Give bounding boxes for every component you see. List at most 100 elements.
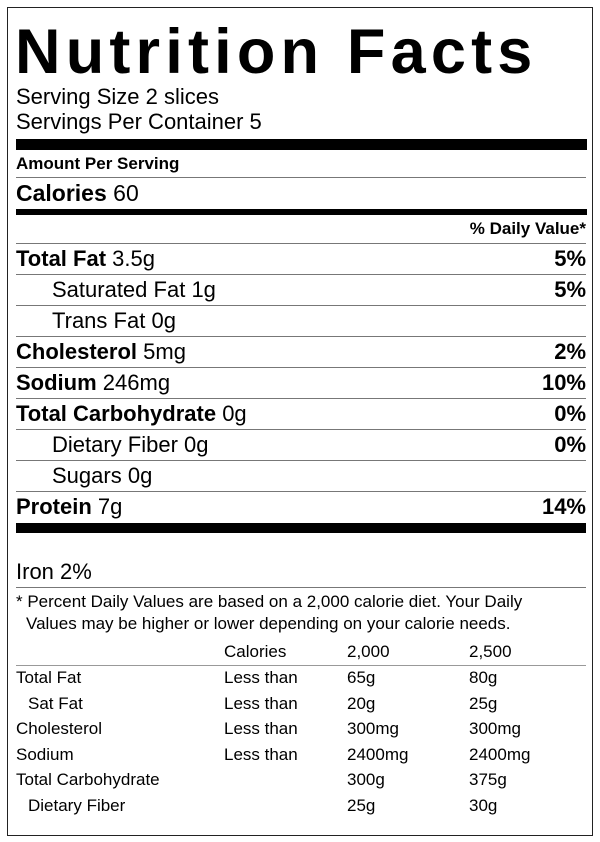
table-cell: 2,000	[347, 642, 390, 662]
daily-values-table: Calories 2,000 2,500 Total Fat Less than 65g 8…	[16, 640, 586, 819]
footnote: * Percent Daily Values are based on a 2,…	[16, 588, 586, 635]
nutrient-row: Total Carbohydrate 0g 0%	[16, 399, 586, 429]
calories-label: Calories	[16, 180, 107, 206]
table-cell: Sat Fat	[28, 693, 83, 713]
nutrient-daily-value: 0%	[554, 401, 586, 426]
nutrient-name: Cholesterol 5mg	[16, 339, 186, 365]
table-cell: 300g	[347, 770, 385, 790]
nutrient-daily-value: 2%	[554, 339, 586, 364]
nutrient-row: Sugars 0g	[16, 461, 586, 491]
divider	[16, 177, 586, 178]
nutrient-list: Total Fat 3.5g 5% Saturated Fat 1g 5% Trans …	[16, 243, 586, 522]
nutrient-label: Saturated Fat	[52, 277, 186, 302]
nutrient-label: Cholesterol	[16, 339, 138, 364]
servings-per-container: Servings Per Container 5	[16, 109, 262, 134]
table-cell: 375g	[469, 770, 507, 790]
table-cell: 20g	[347, 693, 376, 713]
nutrient-label: Total Carbohydrate	[16, 401, 217, 426]
amount-per-serving: Amount Per Serving	[16, 153, 180, 173]
table-row: Sat Fat Less than 20g 25g	[16, 691, 586, 717]
table-cell: 80g	[469, 668, 498, 688]
nutrient-amount: 7g	[97, 494, 123, 519]
table-cell: Sodium	[16, 744, 74, 764]
table-cell: 25g	[469, 693, 498, 713]
nutrient-row: Saturated Fat 1g 5%	[16, 275, 586, 305]
table-cell: Calories	[224, 642, 287, 662]
nutrient-amount: 1g	[191, 277, 216, 302]
table-cell: Less than	[224, 719, 298, 739]
nutrient-amount: 0g	[222, 401, 247, 426]
divider	[16, 429, 586, 430]
nutrient-name: Sugars 0g	[52, 463, 152, 489]
divider	[16, 367, 586, 368]
table-cell: 25g	[347, 795, 376, 815]
table-cell: Cholesterol	[16, 719, 102, 739]
divider-thick	[16, 139, 587, 150]
footnote-line-1: * Percent Daily Values are based on a 2,…	[16, 592, 523, 611]
nutrient-name: Total Carbohydrate 0g	[16, 401, 247, 427]
divider	[16, 274, 586, 275]
nutrient-daily-value: 5%	[554, 246, 586, 271]
nutrient-amount: 3.5g	[112, 246, 155, 271]
nutrient-label: Trans Fat	[52, 308, 146, 333]
table-row: Cholesterol Less than 300mg 300mg	[16, 717, 586, 743]
nutrient-row: Dietary Fiber 0g 0%	[16, 430, 586, 460]
nutrient-amount: 0g	[184, 432, 209, 457]
serving-size: Serving Size 2 slices	[16, 84, 219, 109]
footnote-line-2: Values may be higher or lower depending …	[26, 614, 511, 633]
title: Nutrition Facts	[15, 17, 538, 87]
nutrient-daily-value: 14%	[541, 494, 586, 519]
divider	[16, 305, 586, 306]
divider	[16, 336, 586, 337]
table-cell: 2400mg	[469, 744, 531, 764]
nutrient-daily-value: 5%	[554, 277, 586, 302]
nutrient-daily-value: 10%	[541, 370, 586, 395]
table-row: Dietary Fiber 25g 30g	[16, 793, 586, 819]
nutrient-amount: 5mg	[143, 339, 186, 364]
nutrient-row: Trans Fat 0g	[16, 306, 586, 336]
calories-value: 60	[113, 180, 139, 206]
nutrient-row: Sodium 246mg 10%	[16, 368, 586, 398]
divider	[16, 398, 586, 399]
nutrient-label: Sugars	[52, 463, 122, 488]
nutrition-facts-label: Nutrition Facts Serving Size 2 slices Se…	[7, 7, 593, 836]
nutrient-amount: 0g	[151, 308, 176, 333]
nutrient-name: Total Fat 3.5g	[16, 246, 155, 272]
nutrient-label: Total Fat	[16, 246, 107, 271]
divider	[16, 243, 586, 244]
nutrient-name: Protein 7g	[16, 494, 122, 520]
calories-row: Calories 60	[16, 178, 586, 209]
table-cell: Less than	[224, 744, 298, 764]
nutrient-name: Trans Fat 0g	[52, 308, 176, 334]
table-row: Total Carbohydrate 300g 375g	[16, 768, 586, 794]
nutrient-amount: 0g	[127, 463, 153, 488]
nutrient-row: Total Fat 3.5g 5%	[16, 244, 586, 274]
divider	[16, 491, 586, 492]
nutrient-row: Cholesterol 5mg 2%	[16, 337, 586, 367]
nutrient-label: Dietary Fiber	[52, 432, 178, 457]
table-row: Sodium Less than 2400mg 2400mg	[16, 742, 586, 768]
divider	[16, 460, 586, 461]
table-cell: 300mg	[347, 719, 399, 739]
table-cell: 300mg	[469, 719, 521, 739]
table-header: Calories 2,000 2,500	[16, 640, 586, 666]
nutrient-name: Dietary Fiber 0g	[52, 432, 209, 458]
table-cell: 65g	[347, 668, 376, 688]
table-cell: Less than	[224, 668, 298, 688]
table-row: Total Fat Less than 65g 80g	[16, 666, 586, 692]
table-cell: Total Carbohydrate	[16, 770, 160, 790]
table-cell: 2400mg	[347, 744, 409, 764]
iron: Iron 2%	[16, 559, 92, 584]
divider-thick	[16, 523, 586, 533]
table-cell: 2,500	[469, 642, 512, 662]
divider	[16, 587, 586, 588]
table-cell: 30g	[469, 795, 498, 815]
nutrient-name: Sodium 246mg	[16, 370, 170, 396]
table-cell: Less than	[224, 693, 298, 713]
nutrient-amount: 246mg	[102, 370, 171, 395]
nutrient-label: Sodium	[16, 370, 97, 395]
daily-value-header: % Daily Value*	[469, 219, 586, 238]
nutrient-daily-value: 0%	[554, 432, 586, 457]
nutrient-name: Saturated Fat 1g	[52, 277, 216, 303]
table-cell: Total Fat	[16, 668, 82, 688]
